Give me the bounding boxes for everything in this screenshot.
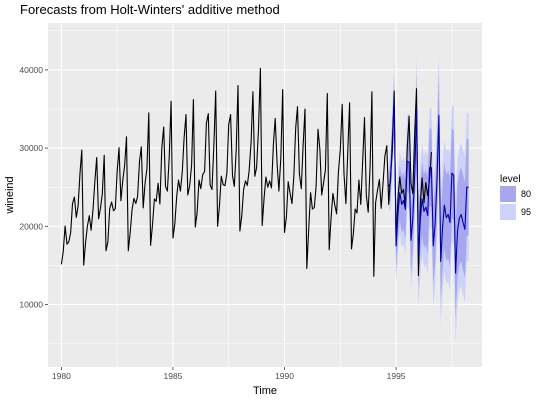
x-tick-label: 1990 [275,371,294,381]
legend-label-80: 80 [521,189,531,199]
axes: 1980 1985 1990 1995 10000 20000 30000 40000 [19,65,405,381]
x-tick-label: 1985 [163,371,182,381]
observed-series [60,67,432,277]
x-tick-label: 1980 [52,371,71,381]
legend-swatch-80 [500,186,516,202]
grid-lines [48,23,482,367]
legend: level 80 95 [500,174,531,220]
legend-title: level [500,174,521,185]
y-axis-title: wineind [4,176,16,214]
x-tick-label: 1995 [387,371,406,381]
observed-line [60,67,432,277]
legend-label-95: 95 [521,207,531,217]
chart-title: Forecasts from Holt-Winters' additive me… [20,2,280,17]
y-tick-label: 10000 [19,299,43,309]
legend-swatch-95 [500,204,516,220]
forecast-series [388,99,469,274]
plot-panel [48,23,482,367]
y-tick-label: 30000 [19,143,43,153]
y-tick-label: 20000 [19,221,43,231]
forecast-line [388,99,469,274]
y-tick-label: 40000 [19,65,43,75]
x-axis-title: Time [253,385,277,397]
